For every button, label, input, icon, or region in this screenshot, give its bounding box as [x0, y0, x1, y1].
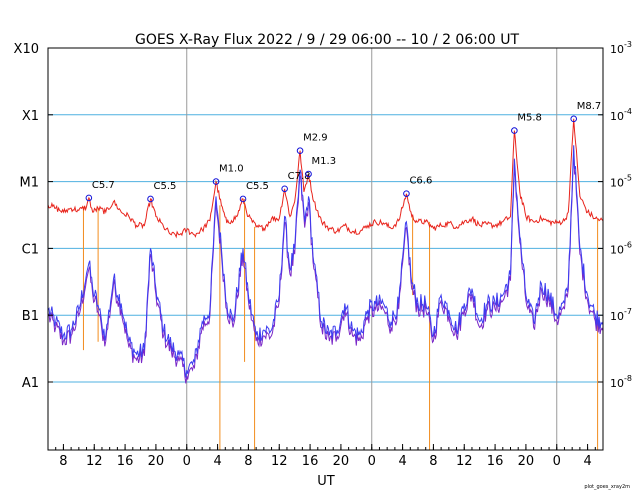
x-tick-label: 12 [456, 454, 473, 469]
x-tick-label: 20 [518, 454, 535, 469]
y-tick-label-class: C1 [22, 242, 39, 257]
grid-layer [48, 48, 603, 450]
flare-marker [403, 190, 410, 197]
y-tick-label-class: A1 [22, 376, 39, 391]
flare-marker [147, 195, 154, 203]
flare-label: C6.6 [409, 176, 432, 187]
y-tick-exponent: -6 [624, 240, 632, 249]
x-axis-label: UT [317, 474, 335, 489]
flare-marker [212, 178, 220, 185]
x-tick-label: 4 [398, 454, 406, 469]
flare-marker [570, 115, 578, 123]
x-tick-label: 20 [333, 454, 350, 469]
flare-label: M1.3 [312, 156, 337, 167]
flare-marker [281, 185, 288, 193]
flare-label: C5.5 [154, 181, 177, 192]
x-tick-label: 8 [59, 454, 67, 469]
chart-title: GOES X-Ray Flux 2022 / 9 / 29 06:00 -- 1… [135, 32, 519, 48]
flare-marker [511, 127, 518, 134]
flare-label: M2.9 [303, 133, 328, 144]
x-tick-label: 16 [487, 454, 504, 469]
x-tick-label: 4 [583, 454, 591, 469]
plot-credit: plot_goes_xray2m [584, 484, 630, 490]
series-short-line [47, 145, 604, 378]
y-tick-exponent: -5 [624, 174, 632, 183]
flare-marker [85, 194, 93, 202]
flare-label: C5.5 [246, 181, 269, 192]
y-tick-label-class: X1 [22, 109, 39, 124]
x-tick-label: 12 [86, 454, 103, 469]
flare-marker [239, 195, 247, 203]
flare-label: M8.7 [577, 101, 602, 112]
y-tick-exponent: -3 [624, 40, 632, 49]
y-tick-label-class: B1 [22, 309, 39, 324]
flare-marker [296, 147, 304, 155]
series-long-line [47, 118, 604, 239]
x-tick-label: 4 [213, 454, 221, 469]
x-tick-label: 0 [553, 454, 561, 469]
flare-label: M1.0 [219, 164, 244, 175]
flare-layer: C5.7 C5.5M1.0C5.5C7.8M2.9M1.3C6.6M5.8M8.7 [85, 101, 602, 203]
x-tick-label: 8 [244, 454, 252, 469]
x-tick-label: 12 [271, 454, 288, 469]
x-tick-label: 0 [368, 454, 376, 469]
x-tick-label: 8 [429, 454, 437, 469]
x-tick-label: 0 [183, 454, 191, 469]
y-tick-label-class: M1 [20, 176, 40, 191]
flare-marker [305, 170, 312, 178]
flare-label: C7.8 [288, 171, 311, 182]
y-tick-exponent: -7 [624, 307, 632, 316]
y-tick-label-class: X10 [14, 42, 39, 57]
x-tick-label: 16 [117, 454, 134, 469]
series-layer [47, 118, 604, 450]
x-tick-label: 20 [148, 454, 165, 469]
flare-label: C5.7 [92, 180, 115, 191]
y-tick-exponent: -8 [624, 374, 632, 383]
y-tick-exponent: -4 [624, 107, 632, 116]
x-tick-label: 16 [302, 454, 319, 469]
flare-label: M5.8 [517, 113, 542, 124]
